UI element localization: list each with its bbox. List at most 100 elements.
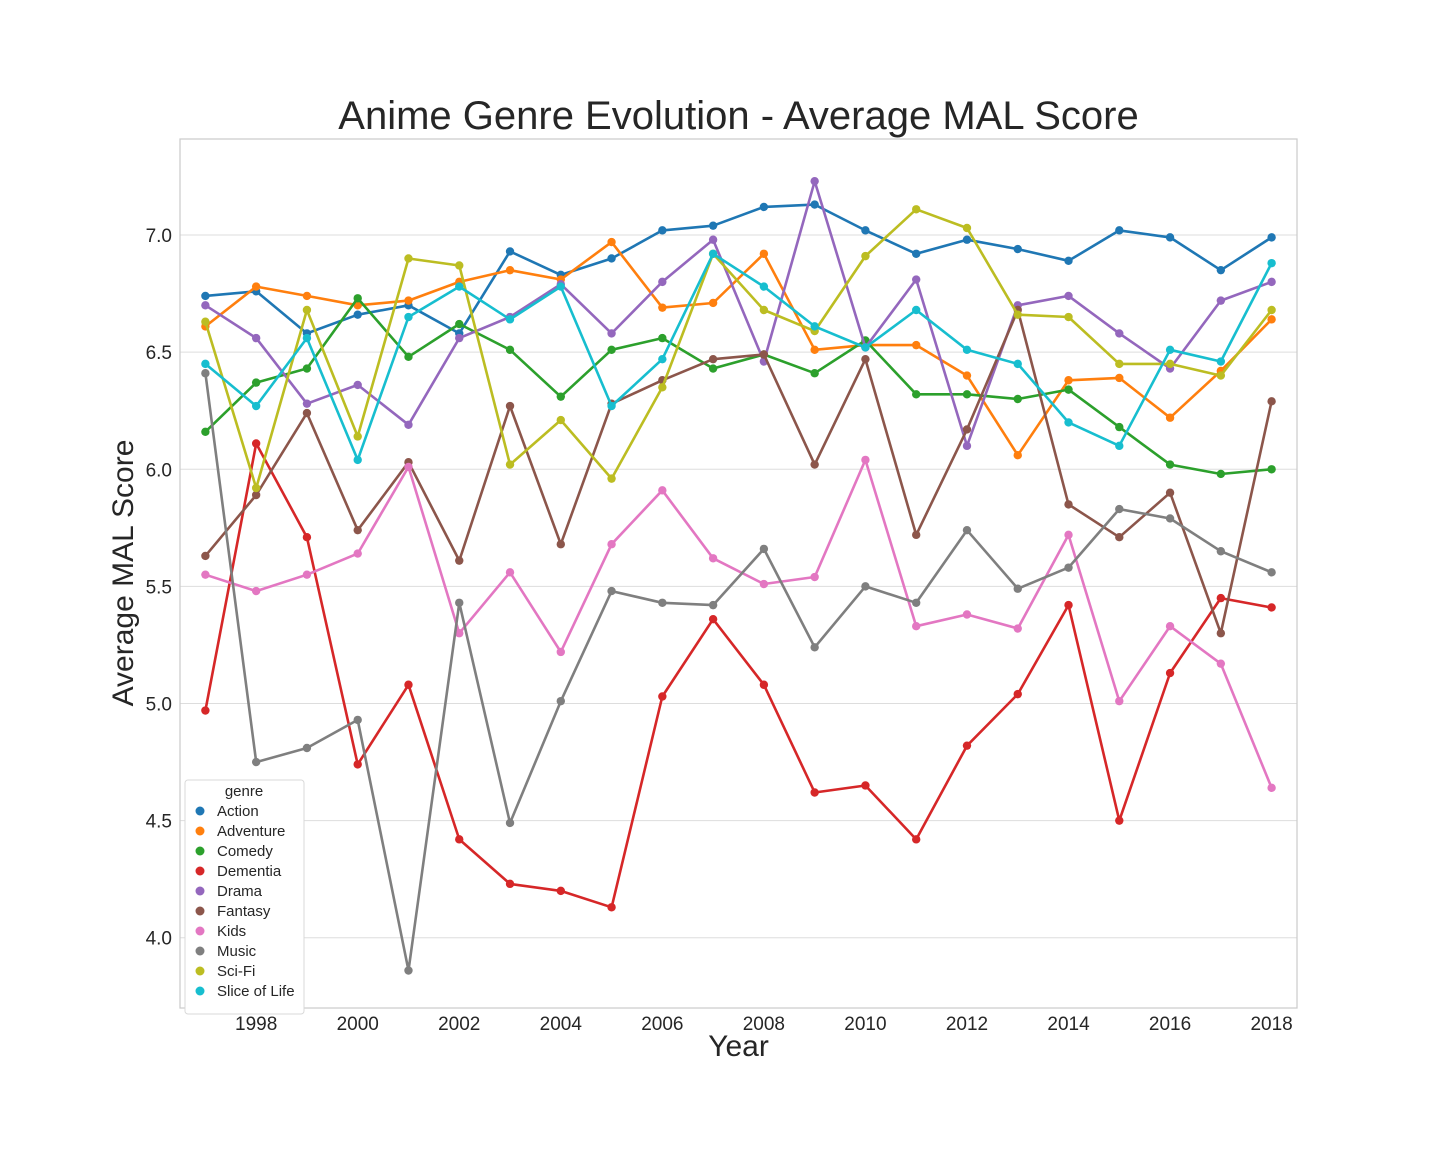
data-point-action [708, 221, 718, 230]
data-point-drama [302, 399, 312, 408]
data-point-comedy [1064, 385, 1073, 394]
series-comedy [201, 294, 1276, 479]
data-point-fantasy [1267, 397, 1276, 406]
data-point-fantasy [810, 460, 819, 469]
data-point-action [658, 226, 667, 235]
data-point-adventure [912, 340, 921, 350]
chart-title: Anime Genre Evolution - Average MAL Scor… [338, 94, 1139, 138]
legend-item-label: Fantasy [217, 903, 271, 920]
data-point-sci-fi [912, 205, 921, 214]
data-point-music [455, 598, 464, 607]
data-point-music [912, 598, 921, 607]
data-point-kids [708, 554, 718, 563]
series-line-music [204, 373, 1273, 972]
data-point-slice-of-life [353, 455, 362, 465]
y-tick-label: 4.5 [146, 812, 172, 833]
data-point-music [302, 743, 312, 753]
data-point-music [861, 582, 870, 591]
data-point-sci-fi [556, 415, 565, 425]
data-point-dementia [708, 614, 718, 624]
data-point-sci-fi [759, 305, 769, 315]
data-point-music [251, 757, 261, 767]
data-point-fantasy [861, 354, 870, 364]
legend-marker [195, 906, 205, 916]
data-point-sci-fi [1267, 305, 1276, 315]
data-point-adventure [505, 265, 515, 275]
data-point-kids [404, 462, 413, 472]
data-point-drama [455, 333, 464, 343]
x-tick-label: 2000 [337, 1014, 379, 1035]
data-point-kids [607, 540, 616, 549]
data-point-dementia [556, 886, 565, 896]
data-point-sci-fi [201, 317, 210, 326]
data-point-kids [1216, 659, 1226, 668]
data-point-action [810, 200, 819, 209]
data-point-adventure [1165, 413, 1175, 422]
series-line-action [205, 203, 1273, 335]
data-point-fantasy [962, 425, 972, 434]
data-point-sci-fi [861, 251, 870, 261]
data-point-dementia [1216, 593, 1226, 603]
data-point-action [1115, 226, 1124, 235]
legend-marker [195, 886, 205, 896]
data-point-dementia [1165, 668, 1175, 678]
data-point-comedy [810, 369, 819, 378]
data-point-sci-fi [302, 305, 312, 315]
data-point-adventure [1064, 376, 1073, 385]
data-point-comedy [1115, 422, 1124, 432]
data-point-music [708, 600, 718, 610]
data-point-comedy [708, 364, 718, 373]
data-point-slice-of-life [962, 345, 972, 355]
data-point-fantasy [353, 525, 362, 535]
data-point-comedy [607, 345, 616, 355]
data-point-fantasy [912, 530, 921, 540]
data-point-comedy [1216, 469, 1226, 479]
data-point-drama [1115, 329, 1124, 338]
data-point-dementia [404, 680, 413, 689]
data-point-kids [962, 610, 972, 619]
data-point-drama [1267, 277, 1276, 287]
data-point-slice-of-life [912, 305, 921, 315]
series-line-adventure [204, 240, 1273, 457]
y-tick-label: 5.5 [146, 577, 172, 598]
data-point-sci-fi [353, 432, 362, 441]
data-point-dementia [201, 706, 210, 715]
data-point-dementia [1013, 689, 1022, 699]
data-point-drama [912, 275, 921, 284]
series-line-comedy [204, 296, 1272, 476]
data-point-adventure [302, 291, 312, 301]
data-point-comedy [962, 390, 972, 399]
data-point-music [1216, 547, 1226, 556]
series-line-dementia [204, 442, 1272, 909]
data-point-comedy [302, 364, 312, 373]
data-point-kids [302, 570, 312, 579]
data-point-sci-fi [1216, 371, 1226, 380]
data-point-kids [861, 455, 870, 465]
data-point-action [1216, 265, 1226, 275]
data-point-fantasy [1216, 629, 1226, 638]
data-point-slice-of-life [1064, 418, 1073, 427]
data-point-action [353, 310, 362, 319]
series-slice-of-life [201, 249, 1276, 465]
data-point-fantasy [201, 551, 210, 561]
data-point-comedy [1267, 465, 1276, 474]
x-tick-label: 2012 [946, 1014, 988, 1035]
data-point-slice-of-life [861, 343, 870, 352]
legend-item-label: Drama [217, 883, 263, 900]
data-point-action [759, 202, 769, 212]
data-point-fantasy [1064, 500, 1073, 509]
data-point-music [962, 525, 972, 535]
data-point-fantasy [556, 540, 565, 549]
data-point-slice-of-life [201, 359, 210, 369]
data-point-music [759, 544, 769, 554]
data-point-slice-of-life [404, 312, 413, 322]
legend-marker [195, 946, 205, 956]
data-point-fantasy [708, 354, 718, 364]
data-point-fantasy [455, 556, 464, 565]
data-point-drama [404, 420, 413, 429]
data-point-music [1115, 504, 1124, 514]
legend-item-label: Kids [217, 923, 246, 940]
data-point-drama [201, 301, 210, 310]
data-point-action [607, 254, 616, 263]
data-point-comedy [658, 333, 667, 343]
